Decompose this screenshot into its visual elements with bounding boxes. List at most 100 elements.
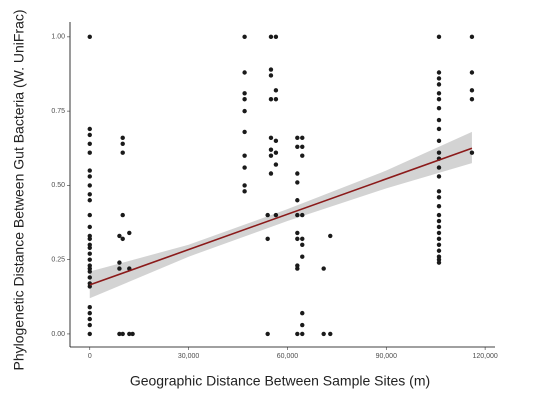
- point: [469, 70, 475, 75]
- point: [87, 174, 92, 179]
- point: [87, 236, 92, 242]
- point: [117, 331, 122, 337]
- point: [436, 82, 442, 87]
- point: [242, 183, 247, 188]
- point: [436, 203, 442, 209]
- confidence-band: [89, 131, 472, 299]
- point: [436, 242, 442, 248]
- point: [87, 304, 92, 310]
- point: [242, 34, 247, 40]
- point: [268, 153, 274, 158]
- point: [117, 260, 122, 265]
- point: [300, 254, 305, 259]
- point: [242, 129, 247, 135]
- point: [273, 162, 279, 167]
- point: [436, 117, 442, 123]
- x-tick-label: 30,000: [178, 353, 200, 360]
- point: [87, 224, 92, 230]
- x-axis-title: Geographic Distance Between Sample Sites…: [130, 373, 430, 389]
- point: [300, 310, 305, 316]
- point: [436, 70, 442, 75]
- point: [87, 275, 92, 280]
- point: [127, 230, 132, 236]
- y-tick-label: 1.00: [51, 34, 65, 41]
- point: [120, 236, 125, 242]
- point: [295, 144, 300, 149]
- point: [295, 230, 300, 236]
- point: [87, 168, 92, 173]
- point: [300, 135, 305, 141]
- point: [436, 174, 442, 179]
- point: [242, 153, 247, 158]
- point: [87, 331, 92, 337]
- point: [273, 88, 279, 93]
- point: [127, 331, 132, 337]
- point: [273, 34, 279, 40]
- point: [328, 331, 333, 337]
- point: [268, 67, 274, 72]
- point: [87, 150, 92, 155]
- x-tick-label: 0: [88, 353, 92, 360]
- x-tick-label: 120,000: [472, 353, 497, 360]
- point: [436, 236, 442, 242]
- point: [436, 230, 442, 236]
- y-tick-label: 0.50: [51, 182, 65, 189]
- point: [436, 165, 442, 170]
- point: [300, 242, 305, 248]
- point: [87, 141, 92, 147]
- point: [120, 135, 125, 141]
- point: [268, 97, 274, 102]
- point: [87, 251, 92, 256]
- point: [436, 150, 442, 155]
- point: [300, 331, 305, 337]
- point: [87, 198, 92, 203]
- point: [120, 331, 125, 337]
- point: [268, 34, 274, 40]
- point: [265, 331, 270, 337]
- point: [273, 138, 279, 144]
- point: [321, 331, 326, 337]
- point: [436, 212, 442, 218]
- point: [436, 189, 442, 194]
- point: [87, 245, 92, 250]
- point: [436, 76, 442, 81]
- point: [295, 171, 300, 176]
- point: [120, 141, 125, 147]
- point: [300, 322, 305, 328]
- point: [321, 266, 326, 271]
- point: [436, 195, 442, 200]
- y-tick-label: 0.75: [51, 108, 65, 115]
- y-tick-label: 0.00: [51, 331, 65, 338]
- point: [295, 266, 300, 271]
- point: [87, 183, 92, 188]
- x-tick-label: 60,000: [277, 353, 299, 360]
- point: [117, 266, 122, 271]
- point: [295, 236, 300, 242]
- point: [273, 212, 279, 218]
- point: [273, 150, 279, 155]
- point: [268, 135, 274, 141]
- point: [436, 218, 442, 224]
- point: [469, 97, 475, 102]
- point: [300, 153, 305, 158]
- point: [268, 171, 274, 176]
- point: [242, 97, 247, 102]
- point: [469, 150, 475, 155]
- point: [268, 73, 274, 78]
- point: [295, 135, 300, 141]
- point: [87, 310, 92, 316]
- point: [87, 132, 92, 138]
- point: [242, 189, 247, 194]
- point: [87, 126, 92, 132]
- point: [265, 236, 270, 242]
- point: [436, 97, 442, 102]
- point: [87, 212, 92, 218]
- y-tick-label: 0.25: [51, 257, 65, 264]
- point: [328, 233, 333, 239]
- point: [87, 192, 92, 197]
- point: [436, 260, 442, 265]
- point: [242, 70, 247, 75]
- point: [295, 198, 300, 203]
- point: [87, 269, 92, 274]
